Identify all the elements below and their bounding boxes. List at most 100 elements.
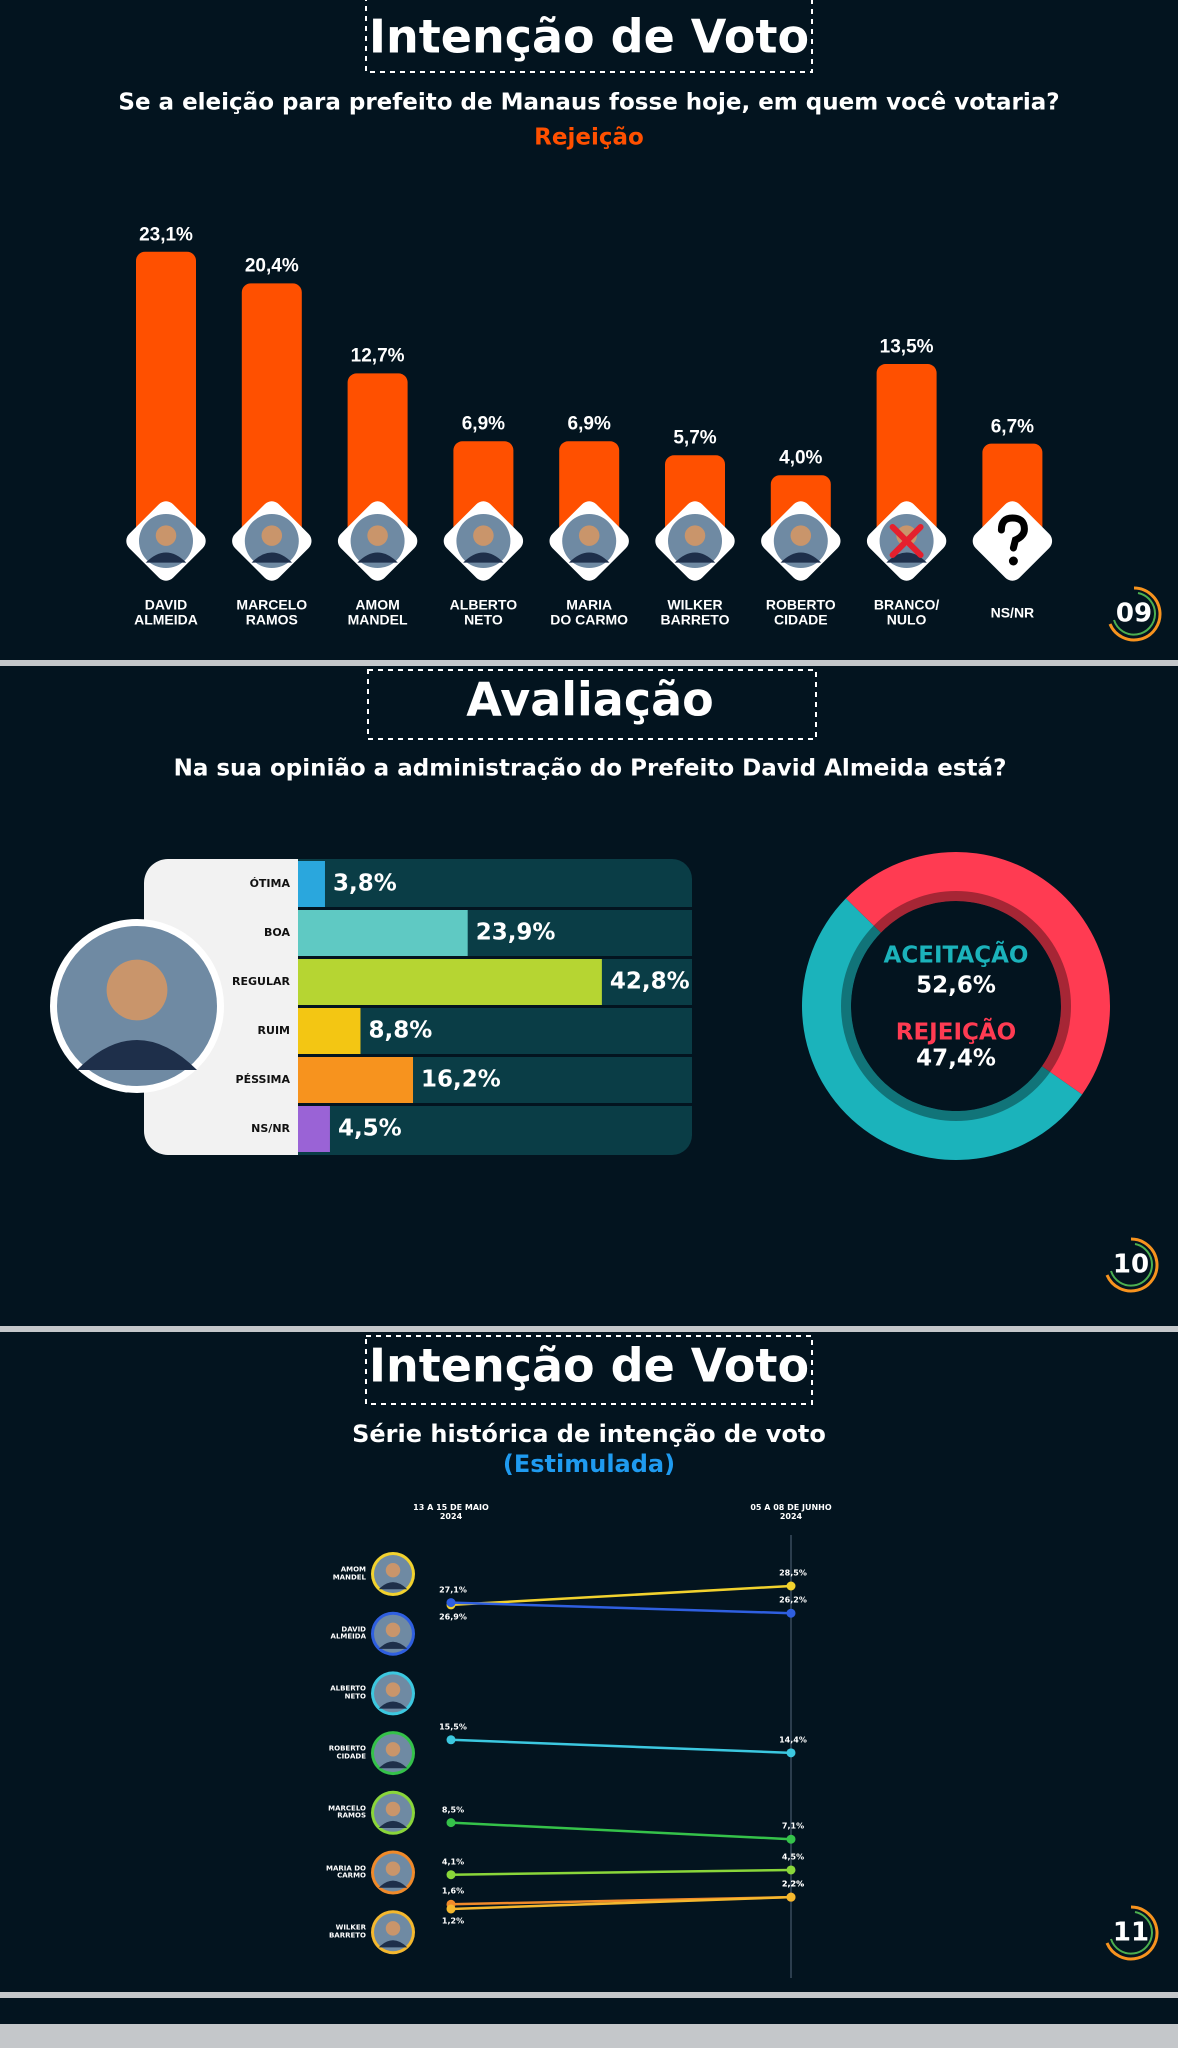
value-label: 26,9% <box>439 1612 467 1622</box>
photo-body <box>378 1761 408 1769</box>
legend-label: ALBERTO NETO <box>330 1684 366 1701</box>
photo-head <box>106 959 168 1021</box>
bar <box>876 364 937 542</box>
value-label: 6,9% <box>567 413 611 435</box>
point <box>786 1865 796 1875</box>
value-label: 16,2% <box>421 1066 501 1093</box>
value-label: 1,2% <box>441 1916 465 1926</box>
photo-body <box>378 1701 408 1709</box>
title-box <box>367 669 817 740</box>
photo-head <box>261 525 283 546</box>
donut-slice <box>802 898 1083 1160</box>
donut-shade <box>841 891 1071 1121</box>
legend-label: MARIA DO CARMO <box>326 1863 366 1880</box>
question-icon <box>1008 556 1018 566</box>
panel-next <box>0 1998 1178 2024</box>
bar <box>136 251 196 543</box>
point <box>786 1748 796 1758</box>
photo-head <box>790 525 812 546</box>
series-line <box>450 1601 792 1615</box>
photo-body <box>780 552 822 563</box>
x-tick-label: BRANCO/ NULO <box>873 596 940 628</box>
chart-subtitle: Série histórica de intenção de voto <box>352 1419 826 1448</box>
x-tick-label: NS/NR <box>990 604 1035 621</box>
badge-arc <box>1113 592 1156 636</box>
value-label: 26,2% <box>779 1595 807 1605</box>
photo-head <box>896 525 917 546</box>
series-line <box>450 1584 792 1607</box>
title-box <box>365 0 813 73</box>
photo-body <box>77 1040 197 1070</box>
series-line <box>450 1868 792 1876</box>
point <box>786 1834 796 1844</box>
photo-head <box>385 1921 401 1936</box>
value-label: 2,2% <box>781 1879 805 1889</box>
page-number: 09 <box>1115 598 1153 629</box>
value-label: 8,5% <box>441 1805 465 1815</box>
point <box>446 1818 456 1828</box>
page-number: 11 <box>1112 1917 1150 1948</box>
series-line <box>450 1821 792 1841</box>
value-label: 5,7% <box>673 427 717 449</box>
x-tick-label: AMOM MANDEL <box>347 596 408 628</box>
point <box>786 1892 796 1902</box>
value-label: 7,1% <box>781 1821 805 1831</box>
x-tick-label: MARIA DO CARMO <box>550 596 629 628</box>
x-tick-label: 05 A 08 DE JUNHO 2024 <box>750 1503 832 1521</box>
badge-arc <box>1108 586 1162 642</box>
series-line <box>450 1738 792 1755</box>
value-label: 14,4% <box>779 1735 807 1745</box>
y-tick-label: REGULAR <box>232 974 290 988</box>
value-label: 2,2% <box>781 1879 805 1889</box>
value-label: 12,7% <box>350 345 405 367</box>
chart-highlight: (Estimulada) <box>502 1449 676 1478</box>
legend-label: WILKER BARRETO <box>328 1923 366 1940</box>
legend-label: ROBERTO CIDADE <box>328 1744 366 1761</box>
page-number: 10 <box>1112 1249 1150 1280</box>
value-label: 4,5% <box>781 1852 805 1862</box>
y-tick-label: BOA <box>264 925 290 939</box>
y-tick-label: PÉSSIMA <box>235 1072 290 1086</box>
photo-head <box>367 525 388 546</box>
chart-title: Avaliação <box>466 672 714 727</box>
series-line <box>450 1895 792 1911</box>
bar <box>298 1008 361 1054</box>
value-label: 13,5% <box>879 336 934 358</box>
photo-head <box>578 525 600 546</box>
value-label: 47,4% <box>916 1045 996 1072</box>
photo-head <box>684 525 706 546</box>
photo-head <box>155 525 177 546</box>
bar <box>298 959 602 1005</box>
photo-body <box>378 1582 408 1590</box>
legend-label: DAVID ALMEIDA <box>330 1625 366 1641</box>
chart-title: Intenção de Voto <box>368 9 810 64</box>
legend-label: MARCELO RAMOS <box>328 1804 366 1820</box>
value-label: 4,1% <box>441 1857 465 1867</box>
point <box>786 1608 796 1618</box>
photo-body <box>251 552 293 563</box>
value-label: 1,6% <box>441 1886 465 1896</box>
legend-label: ACEITAÇÃO <box>883 942 1029 969</box>
panel-history <box>0 1332 1178 1992</box>
chart-highlight: Rejeição <box>534 124 644 151</box>
y-tick-label: ÓTIMA <box>249 876 290 890</box>
bar <box>298 1106 330 1152</box>
value-label: 6,9% <box>461 413 506 435</box>
value-label: 28,5% <box>779 1568 807 1578</box>
point <box>786 1581 796 1591</box>
photo-head <box>385 1801 401 1817</box>
x-tick-label: ALBERTO NETO <box>449 596 518 628</box>
value-label: 8,8% <box>368 1017 433 1044</box>
photo-body <box>378 1820 408 1828</box>
photo-body <box>378 1940 408 1948</box>
point <box>446 1598 456 1608</box>
bar <box>241 283 302 542</box>
value-label: 15,5% <box>439 1722 467 1732</box>
legend-label: AMOM MANDEL <box>332 1565 366 1581</box>
value-label: 20,4% <box>244 255 299 277</box>
legend-label: REJEIÇÃO <box>895 1019 1017 1046</box>
photo-body <box>463 552 504 563</box>
donut-slice <box>845 851 1111 1095</box>
